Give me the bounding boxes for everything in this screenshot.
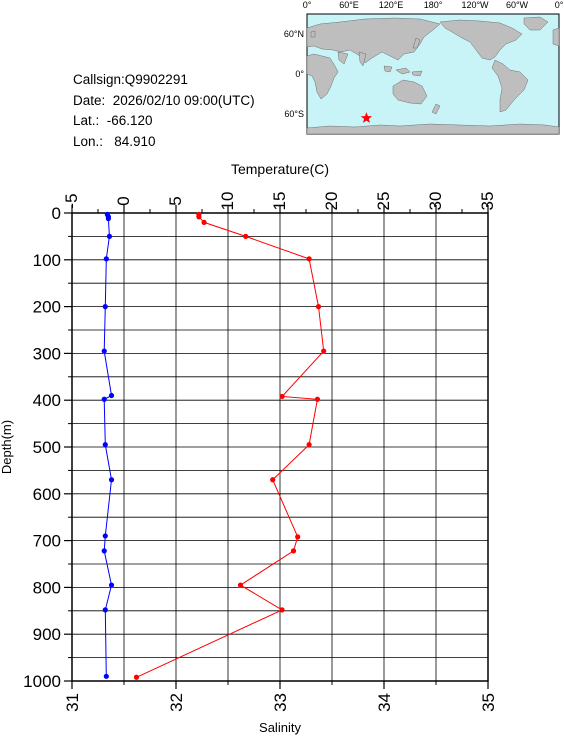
salinity-point: [306, 442, 312, 448]
temperature-tick-label: 15: [270, 192, 289, 211]
axis-ticks: [64, 205, 489, 689]
temperature-point: [102, 607, 108, 613]
date-text: Date: 2026/02/10 09:00(UTC): [73, 92, 255, 108]
salinity-point: [279, 393, 285, 400]
longitude-text: Lon.: 84.910: [73, 133, 156, 149]
salinity-axis-label: Salinity: [259, 720, 301, 735]
map-longitude-label: 120°E: [379, 0, 404, 10]
map-longitude-labels: 0° 60°E 120°E 180° 120°W 60°W 0°: [303, 0, 564, 10]
depth-tick-label: 500: [33, 438, 61, 457]
temperature-tick-label: 30: [426, 192, 445, 211]
temperature-point: [108, 477, 115, 483]
temperature-point: [101, 348, 107, 354]
temperature-axis-label: Temperature(C): [231, 161, 329, 177]
map-latitude-label: 60°N: [284, 29, 304, 39]
temperature-point: [101, 396, 107, 402]
salinity-point: [295, 534, 301, 540]
salinity-point: [321, 348, 327, 354]
salinity-point: [314, 396, 321, 402]
salinity-tick-label: 32: [167, 693, 186, 712]
salinity-tick-label: 35: [479, 693, 498, 712]
map-longitude-label: 120°W: [461, 0, 489, 10]
temperature-tick-label: 25: [374, 192, 393, 211]
depth-tick-label: 600: [33, 485, 61, 504]
temperature-point: [101, 548, 107, 554]
salinity-point: [201, 219, 207, 225]
map-latitude-labels: 60°N 0° 60°S: [284, 29, 305, 119]
salinity-tick-label: 33: [271, 693, 290, 712]
salinity-point: [290, 548, 297, 554]
callsign-text: Callsign:Q9902291: [73, 72, 188, 87]
map-longitude-label: 60°W: [506, 0, 529, 10]
depth-tick-label: 700: [33, 532, 61, 551]
map-latitude-label: 0°: [295, 69, 304, 79]
map-latitude-label: 60°S: [284, 109, 304, 119]
latitude-text: Lat.: -66.120: [73, 113, 153, 128]
temperature-point: [103, 256, 109, 262]
salinity-point: [243, 233, 249, 239]
salinity-point: [270, 477, 276, 483]
temperature-point: [102, 442, 108, 448]
temperature-point: [102, 533, 108, 539]
depth-tick-label: 800: [33, 578, 61, 597]
depth-tick-label: 0: [52, 204, 61, 223]
map-longitude-label: 180°: [424, 0, 443, 10]
depth-tick-label: 300: [33, 344, 61, 363]
temperature-point: [103, 673, 109, 679]
salinity-point: [133, 674, 140, 680]
station-marker-icon: [360, 112, 373, 123]
temperature-tick-label: 20: [322, 192, 341, 211]
world-map: 0° 60°E 120°E 180° 120°W 60°W 0° 60°N 0° 60°S: [284, 0, 564, 135]
salinity-tick-label: 34: [375, 693, 394, 712]
station-info: Callsign:Q9902291 Date: 2026/02/10 09:00…: [73, 70, 255, 152]
temperature-point: [102, 304, 108, 310]
map-longitude-label: 0°: [303, 0, 312, 10]
salinity-point: [315, 304, 322, 310]
depth-tick-label: 100: [33, 251, 61, 270]
temperature-point: [108, 392, 115, 399]
temperature-point: [106, 233, 113, 239]
salinity-point: [237, 582, 244, 588]
depth-axis-label: Depth(m): [0, 420, 14, 474]
temperature-point: [105, 216, 111, 222]
temperature-tick-label: -5: [62, 193, 81, 208]
salinity-point: [279, 607, 285, 613]
grid-lines: [72, 213, 488, 681]
temperature-point: [108, 582, 115, 588]
temperature-tick-label: 10: [218, 192, 237, 211]
map-longitude-label: 60°E: [339, 0, 359, 10]
temperature-tick-label: 5: [166, 196, 185, 205]
temperature-line: [103, 214, 113, 677]
salinity-point: [196, 214, 202, 220]
data-series: [101, 211, 327, 680]
temperature-tick-label: 0: [114, 196, 133, 205]
salinity-point: [306, 256, 312, 262]
temperature-tick-label: 35: [478, 192, 497, 211]
depth-tick-label: 400: [33, 391, 61, 410]
depth-tick-label: 200: [33, 298, 61, 317]
salinity-tick-label: 31: [63, 693, 82, 712]
map-longitude-label: 0°: [555, 0, 564, 10]
map-land: [306, 16, 560, 135]
depth-tick-label: 900: [33, 625, 61, 644]
salinity-line: [136, 214, 325, 678]
depth-tick-label: 1000: [23, 672, 61, 691]
